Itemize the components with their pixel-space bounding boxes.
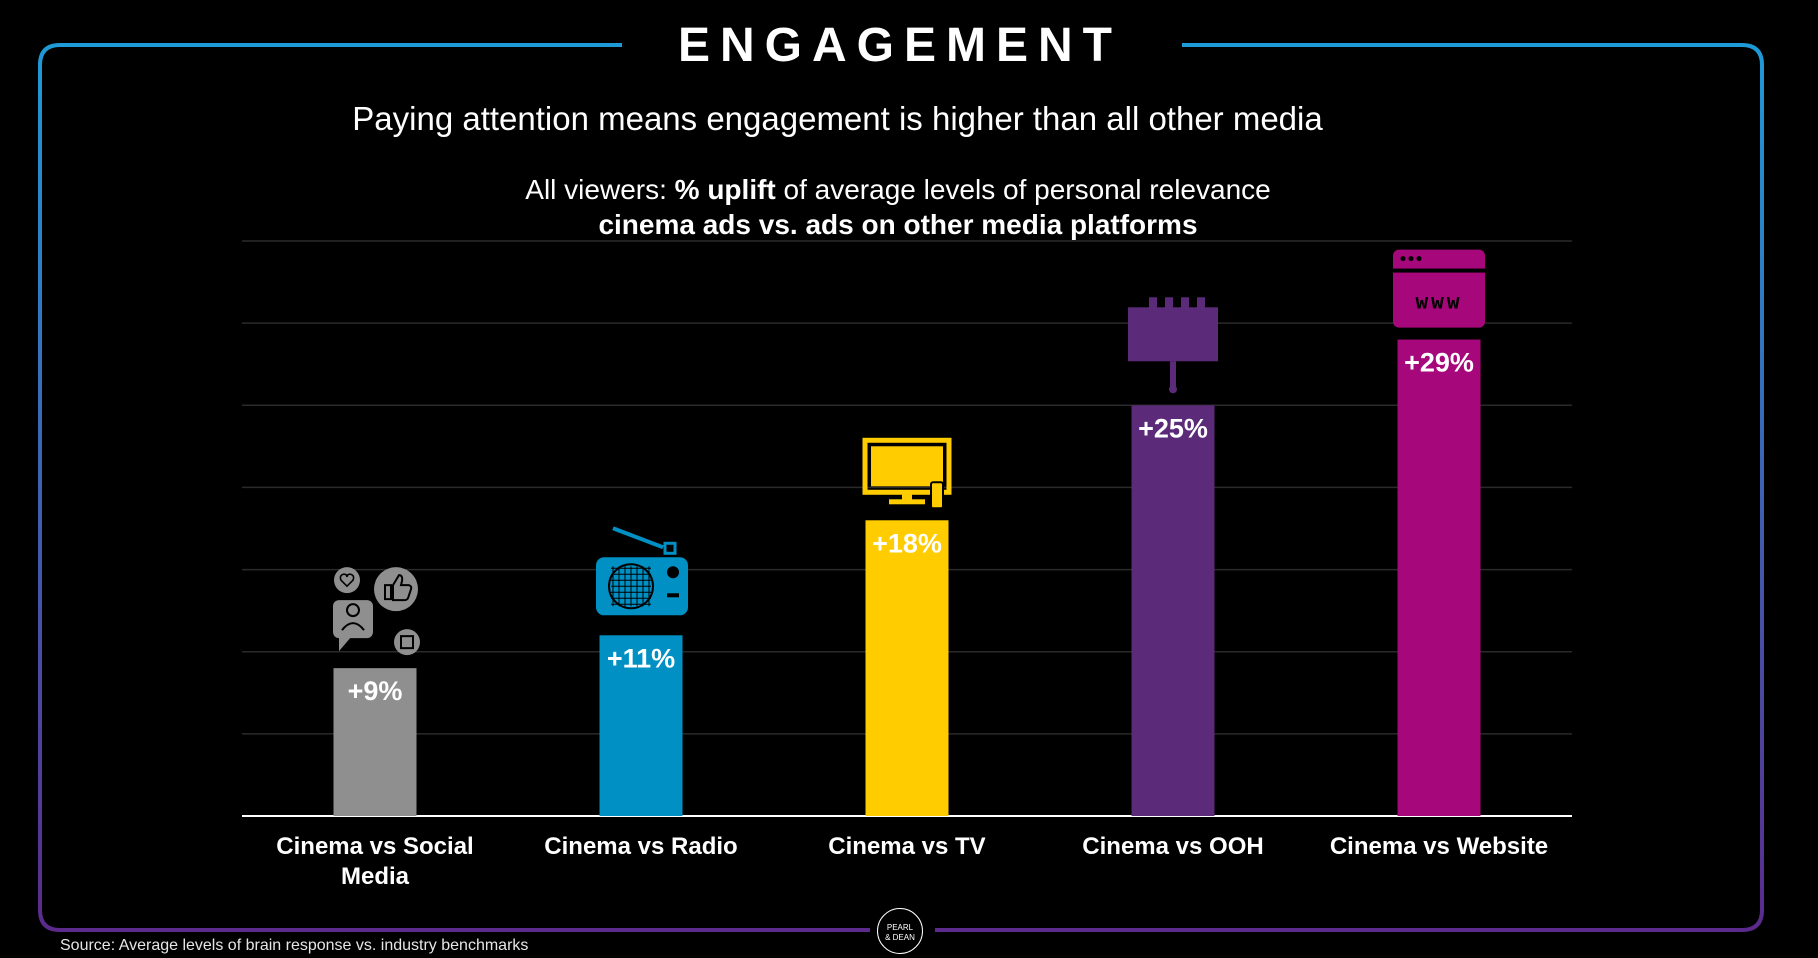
- data-label-3: +18%: [872, 528, 942, 558]
- data-label-5: +29%: [1404, 348, 1474, 378]
- x-tick-label: Cinema vs Social Media: [276, 833, 474, 890]
- page-title: ENGAGEMENT: [677, 19, 1122, 72]
- bar-3: [865, 520, 949, 816]
- website-icon: www: [1393, 249, 1485, 328]
- bar-5: [1397, 339, 1481, 816]
- pearl-dean-logo: PEARL & DEAN: [877, 908, 923, 954]
- headline: Paying attention means engagement is hig…: [352, 100, 1323, 137]
- x-tick-label: Cinema vs OOH: [1082, 833, 1264, 860]
- chart-title: cinema ads vs. ads on other media platfo…: [598, 209, 1198, 240]
- bar-4: [1131, 405, 1215, 816]
- bar-1: [333, 668, 417, 816]
- x-tick-label: Cinema vs TV: [828, 833, 986, 860]
- data-label-4: +25%: [1138, 413, 1208, 443]
- data-label-2: +11%: [607, 643, 675, 673]
- subtitle-prefix: All viewers:: [525, 174, 675, 205]
- source-note: Source: Average levels of brain response…: [60, 937, 529, 954]
- social-media-icon: [333, 567, 420, 656]
- bar-2: [599, 635, 683, 816]
- subtitle-bold: % uplift: [674, 174, 776, 205]
- chart-subtitle: All viewers: % uplift of average levels …: [0, 174, 1796, 206]
- x-tick-label: Cinema vs Website: [1329, 833, 1549, 860]
- tv-icon: [862, 437, 952, 510]
- radio-icon: [596, 526, 688, 616]
- subtitle-suffix: of average levels of personal relevance: [775, 174, 1271, 205]
- x-tick-label: Cinema vs Radio: [544, 833, 738, 860]
- data-label-1: +9%: [348, 676, 403, 706]
- billboard-icon: [1128, 297, 1218, 394]
- svg-text:www: www: [1416, 290, 1463, 314]
